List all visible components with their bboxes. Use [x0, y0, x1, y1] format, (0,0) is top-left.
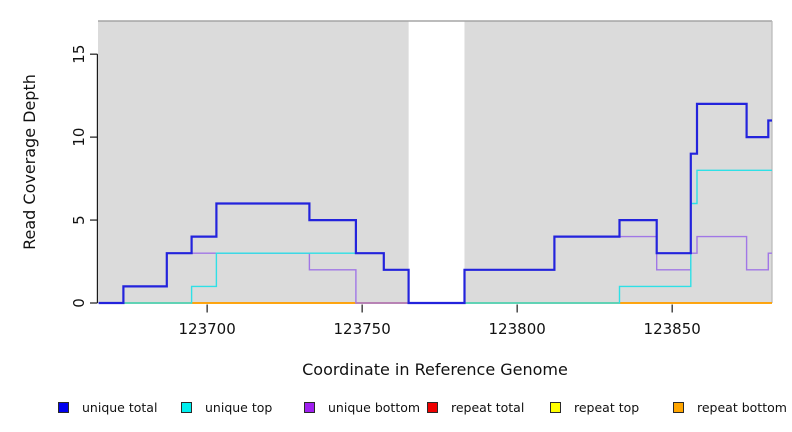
legend-marker — [181, 401, 192, 413]
series-unique-total — [98, 102, 772, 305]
x-tick-label: 123700 — [178, 320, 235, 338]
legend-label: repeat bottom — [697, 399, 787, 415]
x-tick-label: 123850 — [644, 320, 701, 338]
legend-item-unique-top: unique top — [181, 398, 272, 416]
y-tick-label: 5 — [70, 215, 88, 225]
legend-marker — [550, 401, 561, 413]
legend-label: unique total — [82, 399, 158, 415]
y-tick-label: 0 — [70, 298, 88, 308]
y-axis-title: Read Coverage Depth — [20, 74, 39, 250]
legend-marker — [673, 401, 684, 413]
x-axis-title: Coordinate in Reference Genome — [302, 360, 568, 379]
legend-label: unique bottom — [328, 399, 421, 415]
legend-marker — [304, 401, 315, 413]
y-tick-label: 15 — [70, 45, 88, 64]
legend-item-unique-total: unique total — [58, 398, 157, 416]
legend-marker — [427, 401, 438, 413]
legend-item-repeat-total: repeat total — [427, 398, 524, 416]
legend-label: unique top — [205, 399, 273, 415]
x-tick-label: 123800 — [489, 320, 546, 338]
legend-item-unique-bottom: unique bottom — [304, 398, 420, 416]
masked-region — [408, 21, 465, 303]
legend-item-repeat-bottom: repeat bottom — [673, 398, 787, 416]
legend-label: repeat top — [574, 399, 640, 415]
legend-label: repeat total — [451, 399, 525, 415]
legend: unique total unique top unique bottom repea… — [0, 398, 792, 420]
plot-area: 0 5 10 15 123700 123750 123800 123850 — [70, 20, 773, 338]
x-tick-label: 123750 — [334, 320, 391, 338]
legend-marker — [58, 401, 69, 413]
y-tick-label: 10 — [70, 128, 88, 147]
legend-item-repeat-top: repeat top — [550, 398, 639, 416]
